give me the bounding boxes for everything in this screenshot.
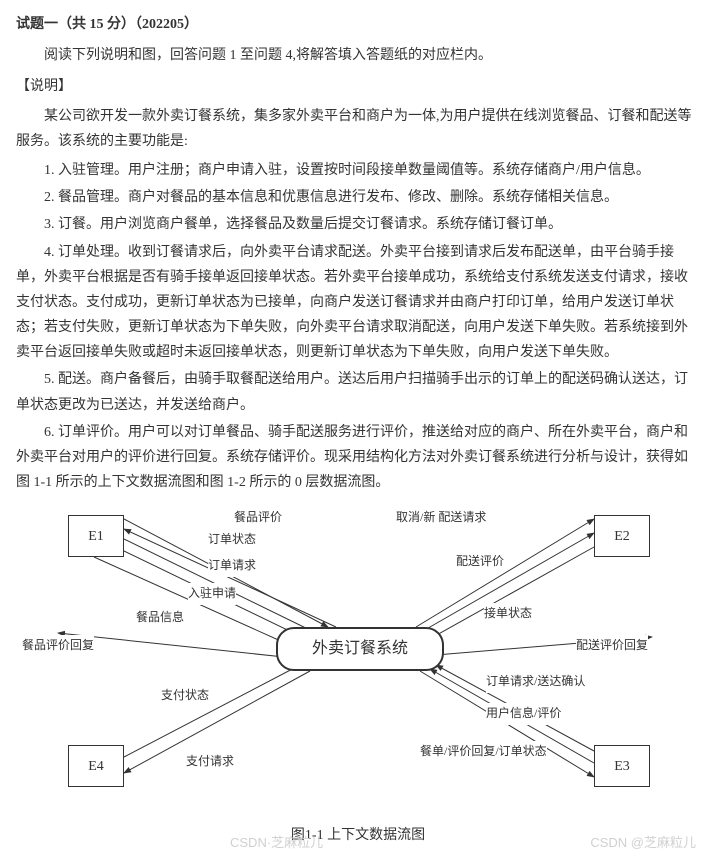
item-3: 3. 订餐。用户浏览商户餐单，选择餐品及数量后提交订餐请求。系统存储订餐订单。	[16, 212, 700, 237]
label-l14: 用户信息/评价	[486, 703, 561, 725]
label-l8: 支付请求	[186, 751, 234, 773]
label-l12: 配送评价回复	[576, 635, 648, 657]
label-l7: 支付状态	[161, 685, 209, 707]
item-5: 5. 配送。商户备餐后，由骑手取餐配送给用户。送达后用户扫描骑手出示的订单上的配…	[16, 367, 700, 417]
watermark-left: CSDN·芝麻粒儿	[230, 831, 323, 854]
entity-e2: E2	[594, 515, 650, 557]
label-l13: 订单请求/送达确认	[486, 671, 585, 693]
intro-text: 阅读下列说明和图，回答问题 1 至问题 4,将解答填入答题纸的对应栏内。	[16, 43, 700, 68]
process-system: 外卖订餐系统	[276, 627, 444, 671]
context-dfd: E1 E2 E3 E4 外卖订餐系统 餐品评价 订单状态 订单请求 入驻申请 餐…	[16, 507, 700, 817]
label-l3: 订单请求	[208, 555, 256, 577]
entity-e4: E4	[68, 745, 124, 787]
entity-e1: E1	[68, 515, 124, 557]
item-1: 1. 入驻管理。用户注册；商户申请入驻，设置按时间段接单数量阈值等。系统存储商户…	[16, 158, 700, 183]
label-l9: 取消/新 配送请求	[396, 507, 486, 529]
item-6: 6. 订单评价。用户可以对订单餐品、骑手配送服务进行评价，推送给对应的商户、所在…	[16, 420, 700, 496]
label-l10: 配送评价	[456, 551, 504, 573]
entity-e3: E3	[594, 745, 650, 787]
section-label: 【说明】	[16, 74, 700, 99]
item-2: 2. 餐品管理。商户对餐品的基本信息和优惠信息进行发布、修改、删除。系统存储相关…	[16, 185, 700, 210]
description: 某公司欲开发一款外卖订餐系统，集多家外卖平台和商户为一体,为用户提供在线浏览餐品…	[16, 104, 700, 154]
label-l2: 订单状态	[208, 529, 256, 551]
question-title: 试题一（共 15 分）（202205）	[16, 12, 700, 37]
item-4: 4. 订单处理。收到订餐请求后，向外卖平台请求配送。外卖平台接到请求后发布配送单…	[16, 240, 700, 366]
label-l11: 接单状态	[484, 603, 532, 625]
label-l5: 餐品信息	[136, 607, 184, 629]
label-l6: 餐品评价回复	[22, 635, 94, 657]
label-l15: 餐单/评价回复/订单状态	[420, 741, 547, 763]
label-l1: 餐品评价	[234, 507, 282, 529]
watermark-right: CSDN @芝麻粒儿	[590, 831, 696, 854]
label-l4: 入驻申请	[188, 583, 236, 605]
